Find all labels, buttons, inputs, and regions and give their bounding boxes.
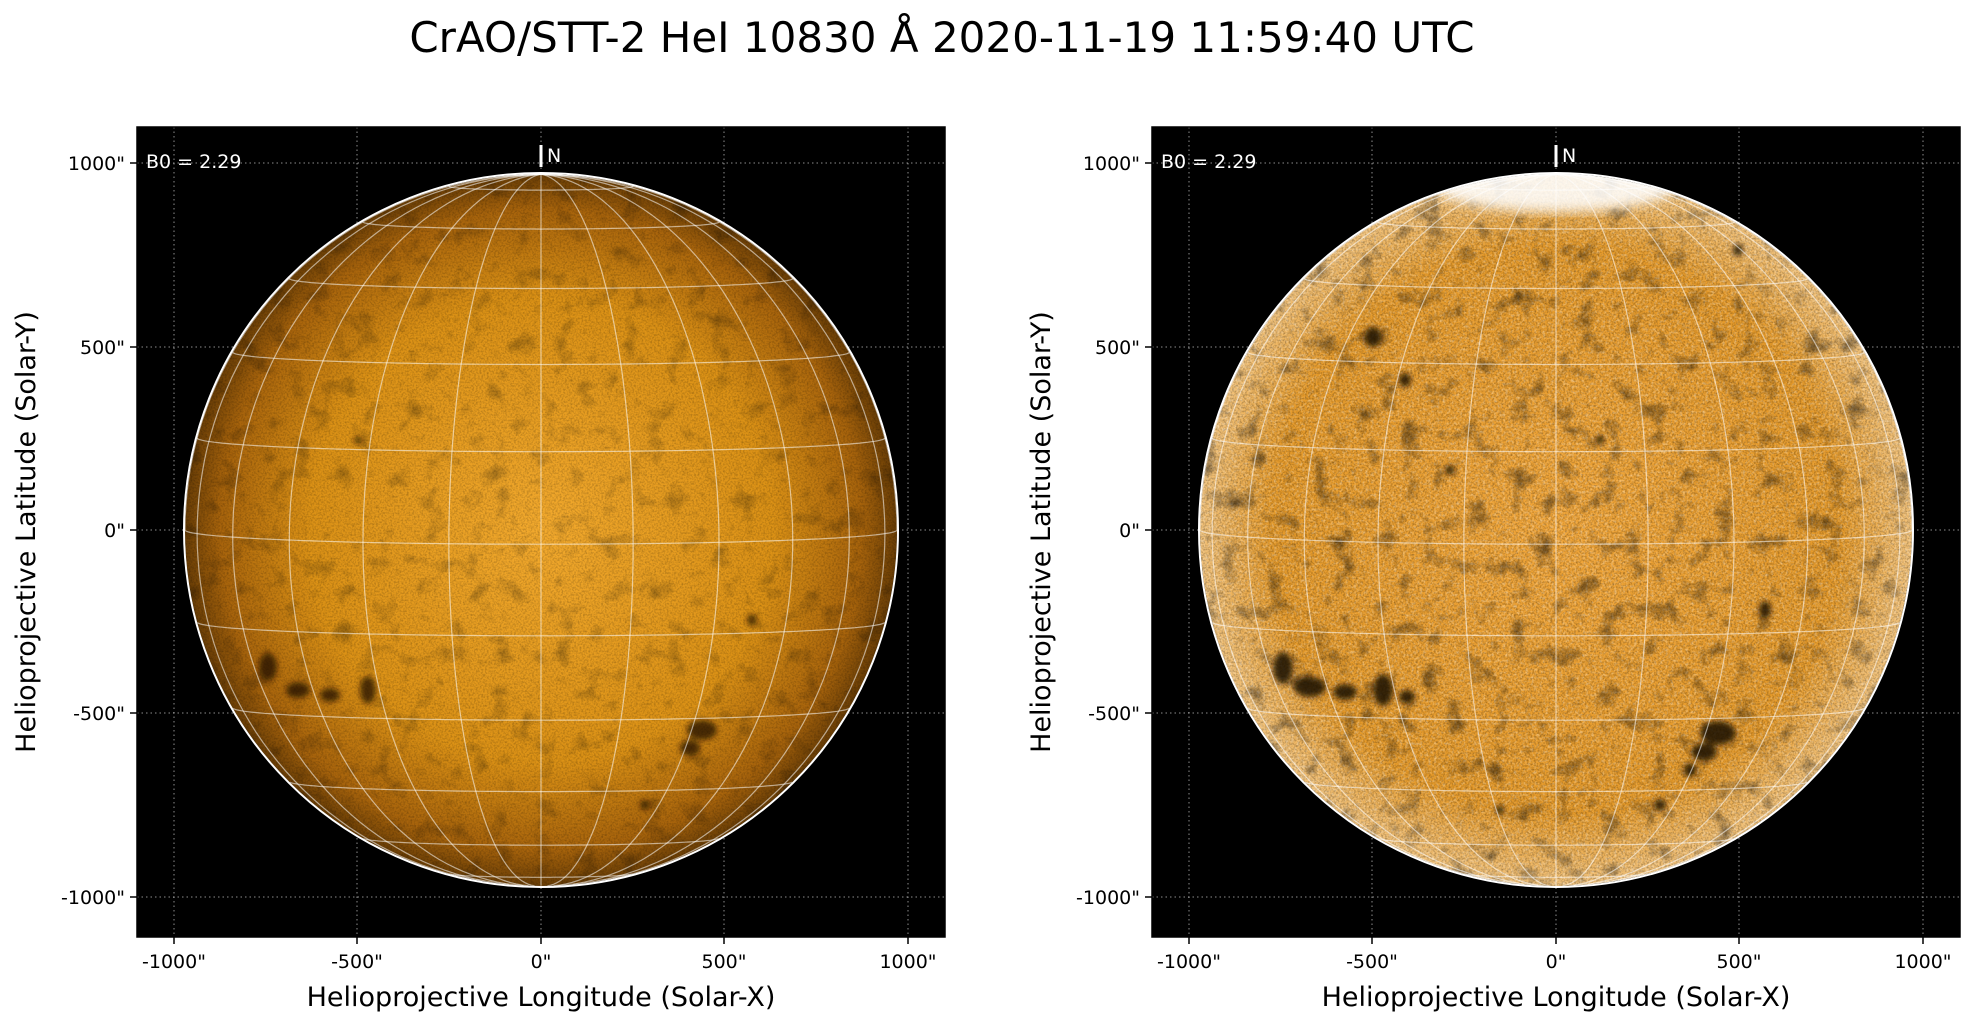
parallel-line — [1211, 437, 1901, 453]
y-tick-label: -500" — [1088, 703, 1140, 725]
x-tick-label: -1000" — [1157, 951, 1221, 973]
meridian-line — [1555, 174, 1735, 886]
parallel-line — [1378, 838, 1734, 846]
parallel-line — [1247, 707, 1865, 721]
y-tick-label: -1000" — [61, 887, 125, 909]
tick-marks — [1145, 162, 1924, 944]
meridian-line — [540, 174, 886, 882]
meridian-line — [362, 174, 542, 886]
parallel-line — [448, 185, 634, 191]
north-label: N — [1562, 145, 1576, 167]
x-tick-label: 1000" — [1894, 951, 1951, 973]
meridian-line — [1555, 174, 1901, 882]
meridian-line — [232, 174, 542, 886]
y-axis-label: Helioprojective Latitude (Solar-Y) — [1026, 311, 1057, 753]
tick-marks — [130, 162, 909, 944]
y-axis-label: Helioprojective Latitude (Solar-Y) — [11, 311, 42, 753]
x-tick-label: 0" — [531, 951, 552, 973]
solar-limb — [1198, 172, 1914, 888]
x-tick-label: 1000" — [879, 951, 936, 973]
dark-filaments — [1273, 244, 1771, 815]
parallel-line — [289, 781, 793, 793]
heliographic-grid — [1200, 174, 1912, 886]
axes-frame — [1151, 126, 1961, 938]
x-tick-label: 500" — [701, 951, 746, 973]
x-tick-label: 500" — [1716, 951, 1761, 973]
meridian-line — [1247, 174, 1557, 886]
y-tick-label: 500" — [80, 337, 125, 359]
x-axis-label: Helioprojective Longitude (Solar-X) — [307, 982, 776, 1013]
meridian-line — [540, 174, 794, 886]
meridian-line — [1377, 174, 1557, 886]
y-tick-label: 1000" — [68, 153, 125, 175]
parallel-line — [1463, 185, 1649, 191]
figure-title: CrAO/STT-2 HeI 10830 Å 2020-11-19 11:59:… — [409, 12, 1474, 62]
y-tick-label: 0" — [104, 520, 125, 542]
heliographic-grid — [185, 174, 897, 886]
x-tick-label: -500" — [1346, 951, 1398, 973]
y-tick-label: -1000" — [1076, 887, 1140, 909]
x-tick-label: -500" — [331, 951, 383, 973]
parallel-line — [232, 351, 850, 366]
parallel-line — [362, 221, 720, 230]
parallel-line — [1304, 781, 1808, 793]
meridian-line — [1555, 174, 1865, 886]
north-label: N — [547, 145, 561, 167]
meridian-line — [540, 174, 850, 886]
y-tick-label: 1000" — [1083, 153, 1140, 175]
parallel-line — [1247, 351, 1865, 366]
y-tick-label: -500" — [73, 703, 125, 725]
meridian-line — [196, 174, 542, 882]
b0-label: B0 = 2.29 — [146, 151, 241, 173]
meridian-line — [1463, 174, 1557, 886]
parallel-line — [232, 707, 850, 721]
meridian-line — [540, 174, 634, 886]
x-tick-label: 0" — [1546, 951, 1567, 973]
parallel-line — [1377, 221, 1735, 230]
x-axis-label: Helioprojective Longitude (Solar-X) — [1322, 982, 1791, 1013]
parallel-line — [1211, 622, 1901, 637]
axes-frame — [136, 126, 946, 938]
meridian-line — [1303, 174, 1557, 886]
solar-limb — [183, 172, 899, 888]
x-tick-label: -1000" — [142, 951, 206, 973]
panel-original: N B0 = 2.29 -1000" -500" 0" 500" 1000" 1… — [11, 126, 946, 1013]
panel-enhanced: N B0 = 2.29 -1000" -500" 0" 500" 1000" 1… — [1026, 126, 1961, 1013]
y-tick-label: 500" — [1095, 337, 1140, 359]
y-tick-label: 0" — [1119, 520, 1140, 542]
parallel-line — [185, 529, 897, 545]
b0-label: B0 = 2.29 — [1161, 151, 1256, 173]
parallel-line — [1200, 529, 1912, 545]
meridian-line — [540, 174, 720, 886]
parallel-line — [450, 873, 632, 878]
meridian-line — [1555, 174, 1649, 886]
meridian-line — [448, 174, 542, 886]
dark-filaments — [259, 436, 757, 810]
parallel-line — [1465, 873, 1647, 878]
parallel-line — [1303, 277, 1809, 290]
meridian-line — [1555, 174, 1809, 886]
meridian-line — [288, 174, 542, 886]
parallel-line — [196, 437, 886, 453]
parallel-line — [288, 277, 794, 290]
parallel-line — [196, 622, 886, 637]
parallel-line — [363, 838, 719, 846]
meridian-line — [1211, 174, 1557, 882]
